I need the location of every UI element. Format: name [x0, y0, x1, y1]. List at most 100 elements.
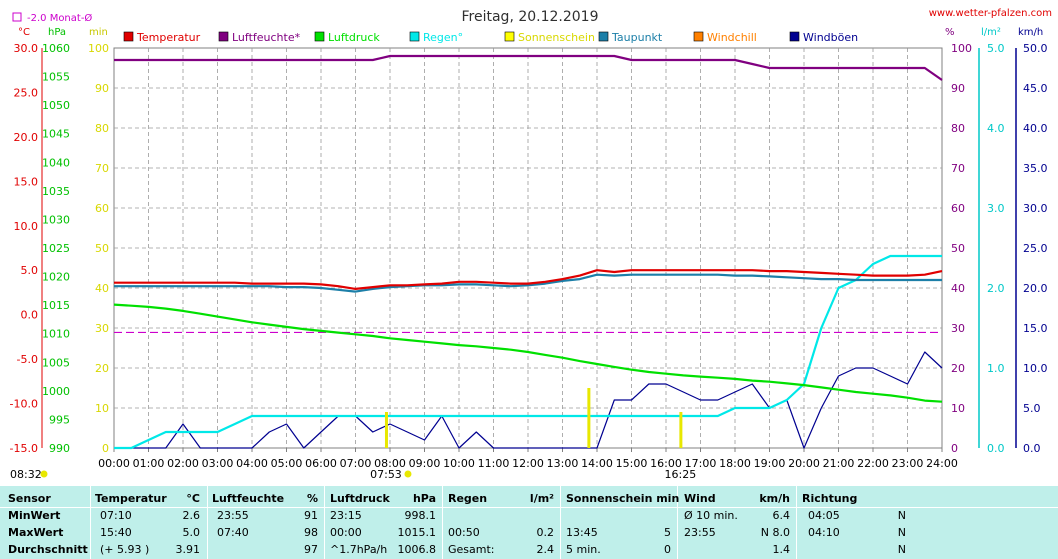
y-axis-wind-tick: 50.0: [1023, 42, 1048, 55]
row-label: MaxWert: [8, 526, 64, 539]
y-axis-rain-tick: 0.0: [987, 442, 1005, 455]
y-axis-wind-tick: 0.0: [1023, 442, 1041, 455]
pressure-series: [113, 303, 943, 403]
temperature-value: 3.91: [175, 543, 201, 556]
y-axis-wind-tick: 10.0: [1023, 362, 1048, 375]
wind-value: 1.4: [772, 543, 791, 556]
x-axis-tick-label: 17:00: [685, 457, 717, 470]
table-separator: [442, 486, 443, 559]
x-axis-tick-label: 12:00: [512, 457, 544, 470]
x-axis-tick-label: 04:00: [236, 457, 268, 470]
y-axis-pressure-tick: 1000: [42, 385, 70, 398]
x-axis-tick-label: 13:00: [547, 457, 579, 470]
month-avg-legend-label: -2.0 Monat-Ø: [27, 12, 92, 24]
weather-chart: Freitag, 20.12.2019 www.wetter-pfalzen.c…: [10, 8, 1052, 481]
y-axis-wind-tick: 45.0: [1023, 82, 1048, 95]
y-axis-temperature-tick: -10.0: [10, 398, 38, 411]
legend-label: Sonnenschein: [518, 31, 595, 44]
y-axis-humidity-tick: 0: [951, 442, 958, 455]
x-axis-tick-label: 15:00: [616, 457, 648, 470]
unit-kmh: km/h: [1018, 27, 1043, 38]
legend-swatch: [218, 31, 229, 42]
legend-label: Regen°: [423, 31, 463, 44]
y-axis-humidity-tick: 10: [951, 402, 965, 415]
row-label: Durchschnitt: [8, 543, 88, 556]
direction-value: N: [897, 526, 906, 539]
legend-swatch: [123, 31, 134, 42]
unit-percent: %: [945, 27, 955, 38]
header-humidity-unit: %: [306, 492, 318, 505]
legend-label: Taupunkt: [611, 31, 663, 44]
y-axis-temperature-tick: 0.0: [21, 309, 39, 322]
y-axis-pressure-tick: 1020: [42, 271, 70, 284]
y-axis-rain-tick: 2.0: [987, 282, 1005, 295]
pressure-time: 23:15: [330, 509, 362, 522]
x-axis-tick-label: 18:00: [719, 457, 751, 470]
sunrise-label: 07:53: [370, 468, 402, 481]
x-axis-tick-label: 08:00: [374, 457, 406, 470]
sunshine-time: 13:45: [566, 526, 598, 539]
wind-time: Ø 10 min.: [684, 509, 738, 522]
y-axis-humidity-tick: 50: [951, 242, 965, 255]
y-axis-rain-tick: 1.0: [987, 362, 1005, 375]
website-link[interactable]: www.wetter-pfalzen.com: [929, 8, 1052, 19]
y-axis-temperature-tick: 20.0: [14, 131, 39, 144]
x-axis-tick-label: 23:00: [892, 457, 924, 470]
y-axis-rain-tick: 3.0: [987, 202, 1005, 215]
unit-min: min: [89, 27, 108, 38]
legend-swatch: [789, 31, 800, 42]
temperature-time: (+ 5.93 ): [100, 543, 150, 556]
header-sunshine: Sonnenschein min: [566, 492, 680, 505]
y-axis-temperature-tick: -5.0: [17, 353, 38, 366]
rain-value: 2.4: [536, 543, 555, 556]
y-axis-wind-tick: 30.0: [1023, 202, 1048, 215]
humidity-value: 98: [304, 526, 318, 539]
humidity-time: 23:55: [217, 509, 249, 522]
sunset-label: 16:25: [665, 468, 697, 481]
y-axis-wind-tick: 40.0: [1023, 122, 1048, 135]
rain-value: 0.2: [536, 526, 555, 539]
y-axis-pressure-tick: 1040: [42, 156, 70, 169]
sunshine-value: 0: [664, 543, 671, 556]
table-separator: [677, 486, 678, 559]
chart-title: Freitag, 20.12.2019: [462, 9, 599, 25]
y-axis-humidity-tick: 80: [951, 122, 965, 135]
unit-celsius: °C: [18, 27, 30, 38]
legend-label: Luftfeuchte*: [232, 31, 301, 44]
y-axis-humidity-tick: 40: [951, 282, 965, 295]
y-axis-sunshine-tick: 40: [95, 282, 109, 295]
x-axis-tick-label: 22:00: [857, 457, 889, 470]
sunshine-bar: [384, 412, 388, 448]
x-axis-tick-label: 07:00: [340, 457, 372, 470]
unit-hpa: hPa: [48, 27, 66, 38]
header-rain-unit: l/m²: [529, 492, 554, 505]
y-axis-pressure-tick: 1050: [42, 99, 70, 112]
x-axis-tick-label: 24:00: [926, 457, 958, 470]
current-time-sun-icon: [40, 470, 48, 478]
header-sensor: Sensor: [8, 492, 51, 505]
y-axis-sunshine-tick: 80: [95, 122, 109, 135]
header-wind: Wind: [684, 492, 716, 505]
y-axis-pressure-tick: 995: [49, 413, 70, 426]
y-axis-temperature-tick: 15.0: [14, 175, 39, 188]
legend-label: Windchill: [707, 31, 757, 44]
y-axis-wind-tick: 35.0: [1023, 162, 1048, 175]
y-axis-pressure-tick: 1045: [42, 128, 70, 141]
rain-time: Gesamt:: [448, 543, 495, 556]
legend-swatch: [409, 31, 420, 42]
wind-value: N 8.0: [760, 526, 790, 539]
y-axis-sunshine-tick: 10: [95, 402, 109, 415]
pressure-time: 00:00: [330, 526, 362, 539]
y-axis-sunshine-tick: 100: [88, 42, 109, 55]
table-separator: [90, 486, 91, 559]
legend-swatch: [504, 31, 515, 42]
statistics-table: Sensor Temperatur °C Luftfeuchte% Luftdruck h…: [0, 486, 1058, 559]
wind-value: 6.4: [772, 509, 791, 522]
y-axis-pressure-tick: 1005: [42, 356, 70, 369]
header-wind-unit: km/h: [759, 492, 790, 505]
table-separator: [207, 486, 208, 559]
table-separator: [560, 486, 561, 559]
sunshine-bar: [679, 412, 683, 448]
y-axis-humidity-tick: 100: [951, 42, 972, 55]
y-axis-temperature-tick: 25.0: [14, 86, 39, 99]
